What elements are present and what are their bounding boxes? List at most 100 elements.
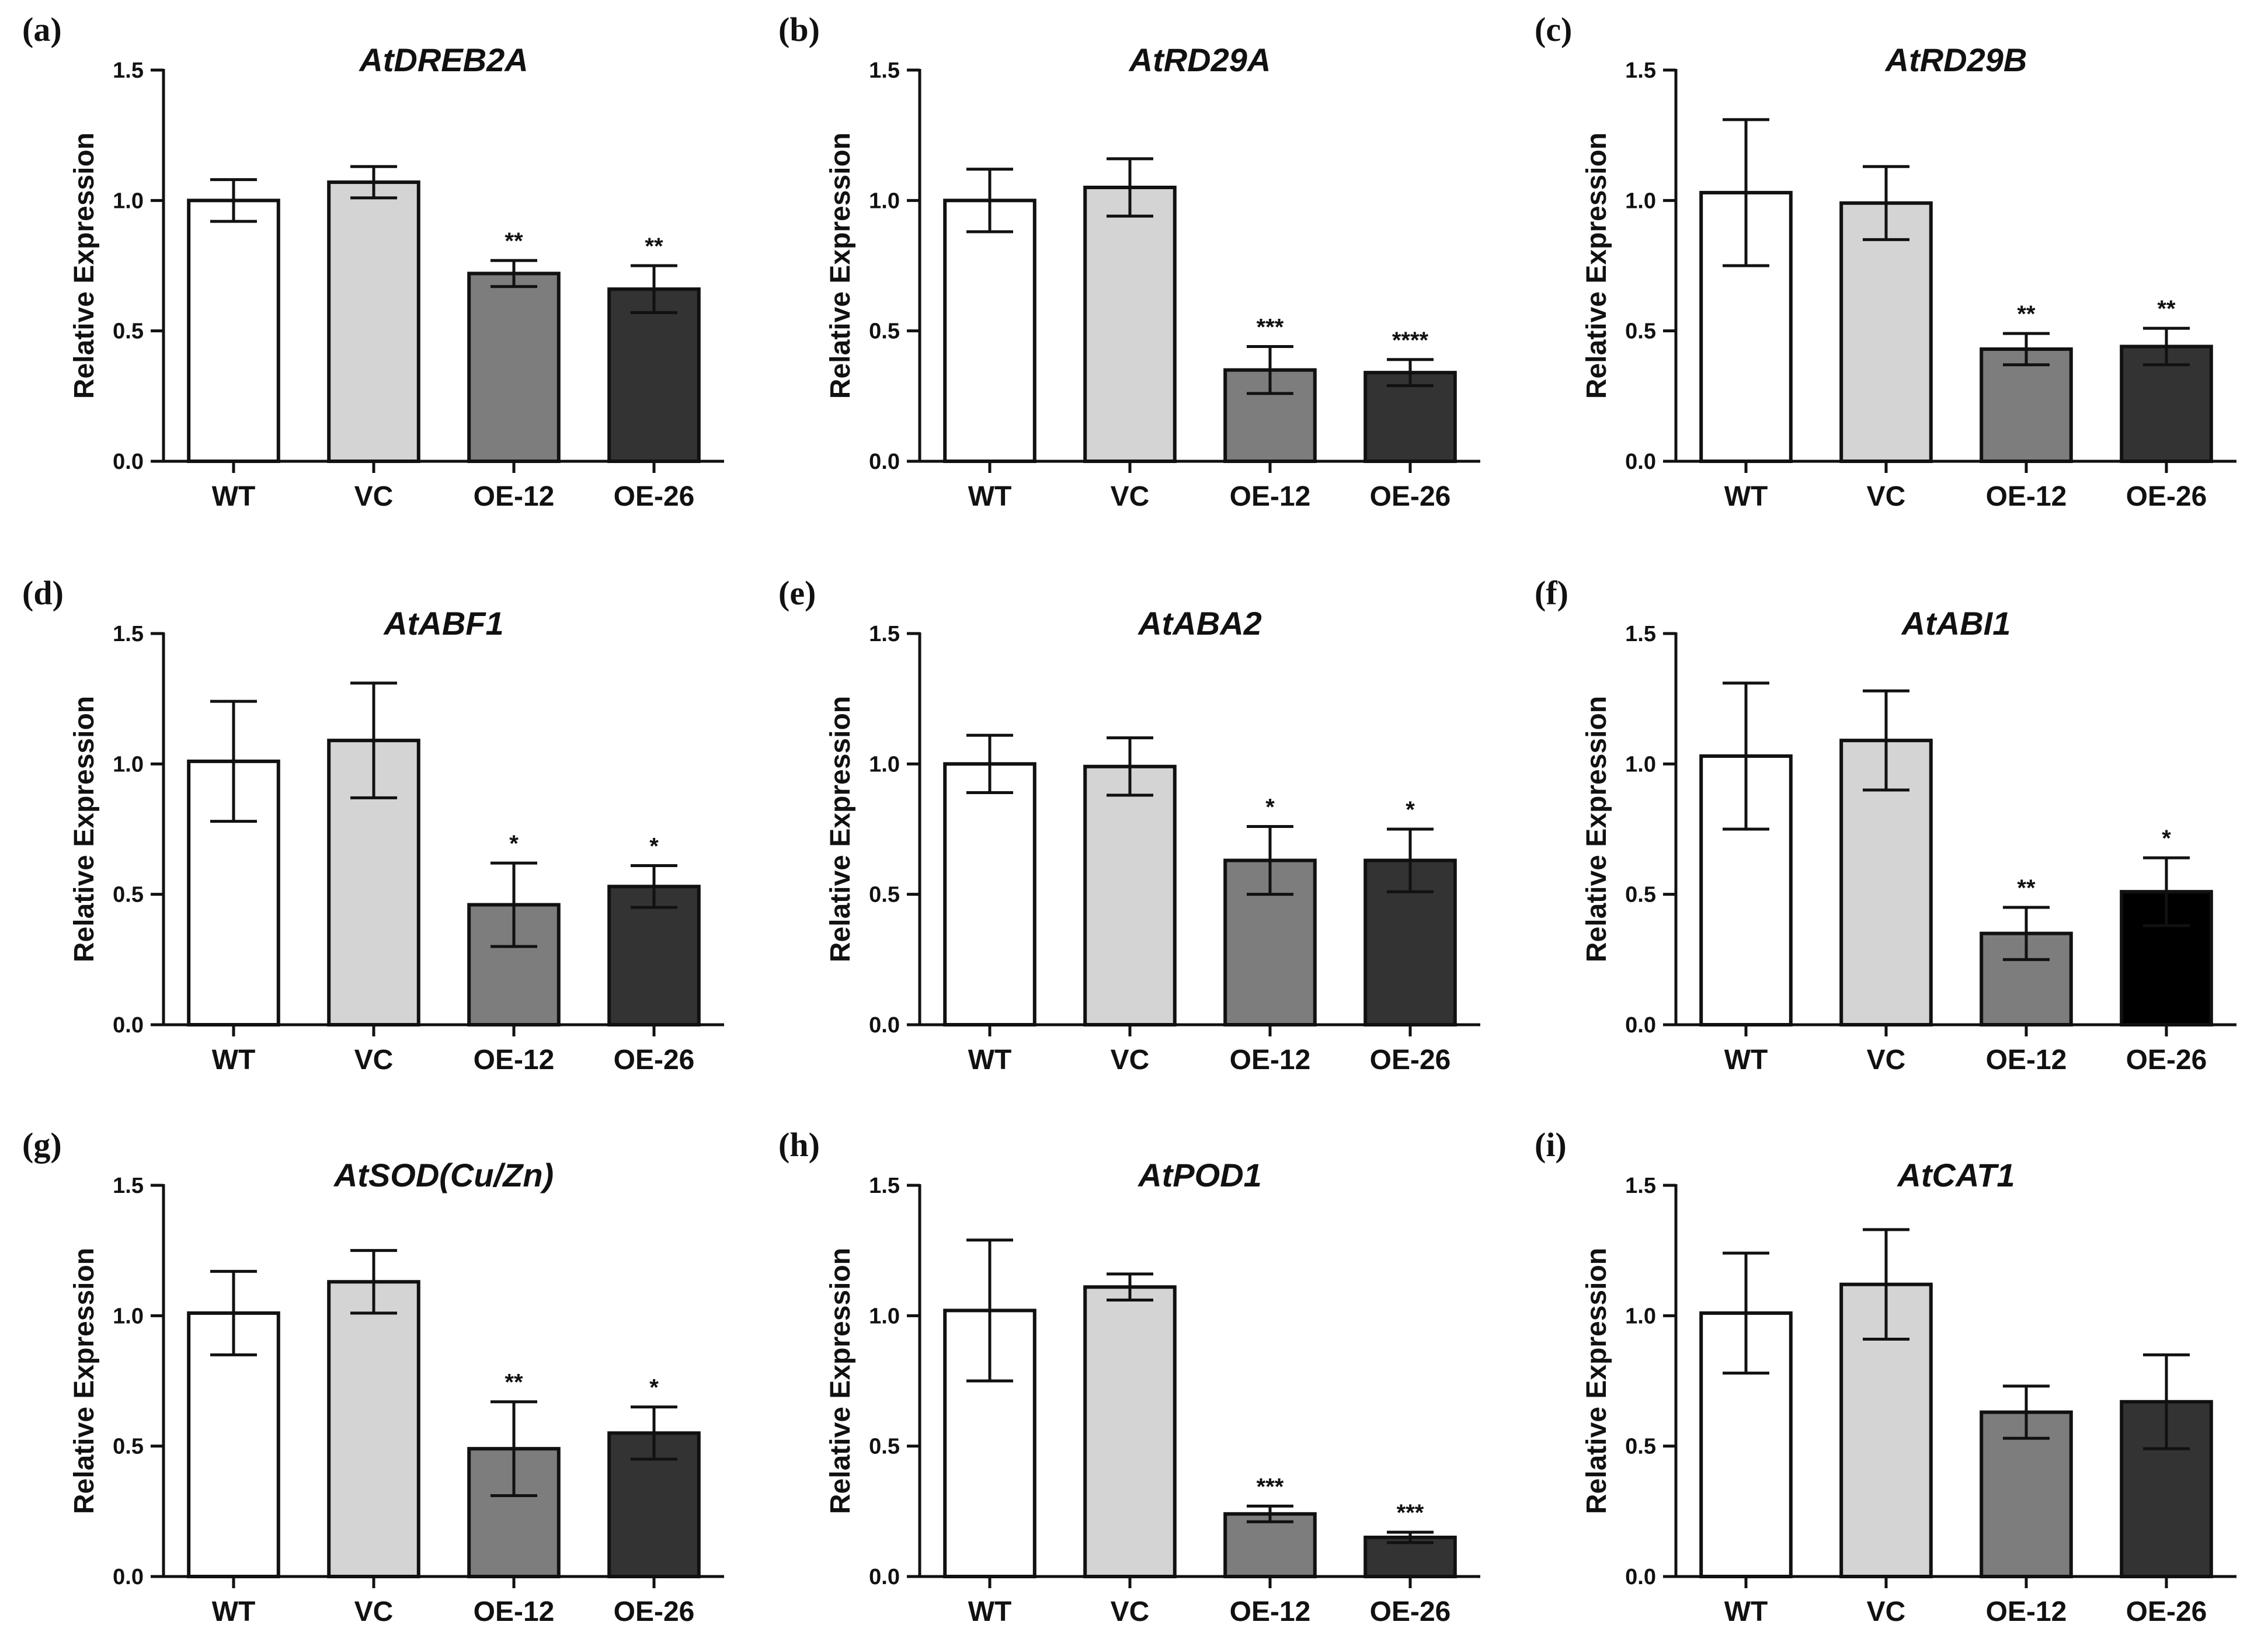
y-tick-label: 0.0 (869, 1013, 900, 1038)
significance-marker: * (1265, 795, 1275, 820)
x-tick-label: VC (354, 1596, 394, 1627)
y-tick-label: 1.0 (113, 1304, 144, 1328)
chart-panel-f: (f) AtABI1 Relative Expression 0.0 0.5 1.0 1.5… (1535, 574, 2236, 1076)
x-tick-label: VC (1867, 1596, 1906, 1627)
x-tick-label: OE-26 (614, 1045, 695, 1076)
significance-marker: ** (2017, 875, 2036, 901)
panel-label: (c) (1535, 11, 1572, 48)
x-tick-label: OE-26 (1370, 481, 1451, 512)
significance-marker: * (2162, 826, 2171, 851)
x-tick-label: OE-12 (1986, 481, 2067, 512)
bar-oe-12 (1980, 347, 2073, 464)
panel-label: (i) (1535, 1126, 1567, 1164)
chart-title: AtSOD(Cu/Zn) (333, 1157, 554, 1193)
y-tick-label: 0.5 (1625, 1435, 1656, 1459)
x-tick-label: OE-12 (474, 481, 555, 512)
x-tick-label: WT (212, 1045, 256, 1076)
y-axis-label: Relative Expression (825, 133, 856, 399)
bar-oe-26 (607, 287, 701, 463)
panel-label: (a) (22, 11, 62, 48)
y-tick-label: 0.0 (113, 1565, 144, 1589)
panel-label: (b) (778, 11, 820, 48)
significance-marker: ** (645, 234, 663, 259)
bar-vc (1083, 764, 1177, 1026)
x-tick-label: OE-12 (474, 1596, 555, 1627)
bar-vc (1083, 1285, 1177, 1578)
y-tick-label: 1.5 (869, 622, 900, 646)
x-tick-label: VC (1867, 481, 1906, 512)
y-axis-label: Relative Expression (825, 696, 856, 962)
bar-oe-12 (1223, 1512, 1317, 1578)
y-tick-label: 1.5 (869, 1174, 900, 1198)
panel-label: (e) (778, 574, 816, 612)
y-tick-label: 0.5 (113, 1435, 144, 1459)
x-tick-label: OE-12 (1986, 1596, 2067, 1627)
x-tick-label: OE-12 (474, 1045, 555, 1076)
panel-label: (g) (22, 1126, 62, 1164)
y-tick-label: 1.5 (1625, 58, 1656, 83)
y-axis-label: Relative Expression (69, 133, 100, 399)
y-tick-label: 1.5 (113, 1174, 144, 1198)
x-tick-label: OE-12 (1986, 1045, 2067, 1076)
bar-vc (327, 180, 420, 463)
x-tick-label: VC (354, 1045, 394, 1076)
chart-panel-a: (a) AtDREB2A Relative Expression 0.0 0.5 1.0 1… (22, 11, 724, 512)
y-tick-label: 1.0 (113, 752, 144, 777)
x-tick-label: OE-26 (2126, 481, 2207, 512)
significance-marker: **** (1392, 328, 1429, 353)
chart-panel-i: (i) AtCAT1 Relative Expression 0.0 0.5 1.0 1.5… (1535, 1126, 2236, 1627)
y-tick-label: 0.0 (869, 450, 900, 474)
x-tick-label: OE-26 (1370, 1596, 1451, 1627)
chart-title: AtDREB2A (358, 41, 528, 78)
y-tick-label: 0.5 (869, 1435, 900, 1459)
x-tick-label: WT (1724, 481, 1768, 512)
y-tick-label: 0.0 (1625, 1013, 1656, 1038)
chart-title: AtRD29B (1884, 41, 2027, 78)
chart-panel-d: (d) AtABF1 Relative Expression 0.0 0.5 1.0 1.5… (22, 574, 724, 1076)
x-tick-label: OE-26 (614, 1596, 695, 1627)
y-tick-label: 0.5 (869, 319, 900, 344)
x-tick-label: OE-26 (2126, 1045, 2207, 1076)
y-axis-label: Relative Expression (1581, 1248, 1612, 1514)
significance-marker: * (649, 1375, 659, 1401)
significance-marker: ** (2017, 301, 2036, 327)
y-tick-label: 1.5 (113, 622, 144, 646)
y-tick-label: 1.5 (1625, 622, 1656, 646)
x-tick-label: VC (1111, 481, 1150, 512)
chart-title: AtPOD1 (1137, 1157, 1262, 1193)
bar-wt (943, 762, 1036, 1026)
x-tick-label: OE-26 (614, 481, 695, 512)
panel-label: (f) (1535, 574, 1568, 612)
chart-panel-c: (c) AtRD29B Relative Expression 0.0 0.5 1.0 1.… (1535, 11, 2236, 512)
x-tick-label: WT (968, 1596, 1012, 1627)
bar-vc (327, 1280, 420, 1578)
chart-title: AtRD29A (1128, 41, 1271, 78)
x-tick-label: OE-26 (2126, 1596, 2207, 1627)
bar-wt (187, 1311, 280, 1578)
chart-title: AtABA2 (1137, 605, 1262, 642)
chart-panel-b: (b) AtRD29A Relative Expression 0.0 0.5 1.0 1.… (778, 11, 1480, 512)
y-tick-label: 0.5 (869, 883, 900, 907)
significance-marker: * (1406, 797, 1415, 823)
y-tick-label: 1.0 (869, 1304, 900, 1328)
bar-vc (1839, 201, 1933, 463)
x-tick-label: OE-12 (1230, 481, 1311, 512)
x-tick-label: OE-26 (1370, 1045, 1451, 1076)
significance-marker: ** (505, 1370, 523, 1396)
significance-marker: * (649, 834, 659, 859)
y-tick-label: 0.0 (869, 1565, 900, 1589)
y-axis-label: Relative Expression (69, 696, 100, 962)
x-tick-label: WT (212, 1596, 256, 1627)
chart-title: AtABF1 (382, 605, 503, 642)
chart-panel-h: (h) AtPOD1 Relative Expression 0.0 0.5 1.0 1.5… (778, 1126, 1480, 1627)
significance-marker: ** (2157, 296, 2176, 322)
x-tick-label: WT (1724, 1596, 1768, 1627)
y-tick-label: 1.0 (1625, 1304, 1656, 1328)
x-tick-label: WT (968, 1045, 1012, 1076)
x-tick-label: VC (1867, 1045, 1906, 1076)
y-tick-label: 1.0 (113, 189, 144, 213)
y-axis-label: Relative Expression (825, 1248, 856, 1514)
y-tick-label: 0.0 (113, 450, 144, 474)
y-tick-label: 1.5 (1625, 1174, 1656, 1198)
